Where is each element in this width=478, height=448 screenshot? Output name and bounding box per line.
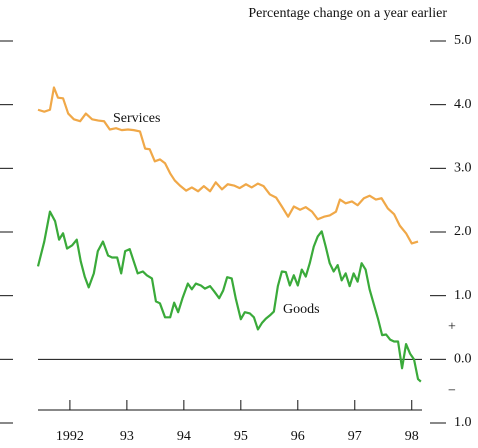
x-tick-label: 95 [234,429,248,444]
y-tick-label: 0.0 [454,352,472,367]
chart-title: Percentage change on a year earlier [248,6,447,21]
y-tick-label: 2.0 [454,224,472,239]
y-tick-label: 1.0 [454,415,472,430]
series-line [37,86,419,245]
series-line [36,210,422,383]
x-tick-label: 94 [177,429,191,444]
y-tick-label: 3.0 [454,161,472,176]
x-tick-label: 98 [405,429,419,444]
x-tick-label: 97 [348,429,362,444]
y-tick-label: 1.0 [454,288,472,303]
x-tick-label: 96 [291,429,305,444]
x-tick-label: 1992 [56,429,84,444]
annotation: + [448,320,456,335]
series-label: Goods [283,302,320,317]
series-label: Services [113,111,160,126]
y-tick-label: 4.0 [454,97,472,112]
x-tick-label: 93 [120,429,134,444]
annotation: − [448,383,456,398]
y-tick-label: 5.0 [454,33,472,48]
